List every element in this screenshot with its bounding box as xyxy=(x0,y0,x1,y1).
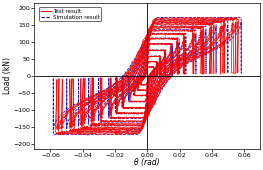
X-axis label: θ (rad): θ (rad) xyxy=(134,158,160,167)
Legend: Test result, Simulation result: Test result, Simulation result xyxy=(39,7,101,21)
Y-axis label: Load (kN): Load (kN) xyxy=(3,57,12,94)
